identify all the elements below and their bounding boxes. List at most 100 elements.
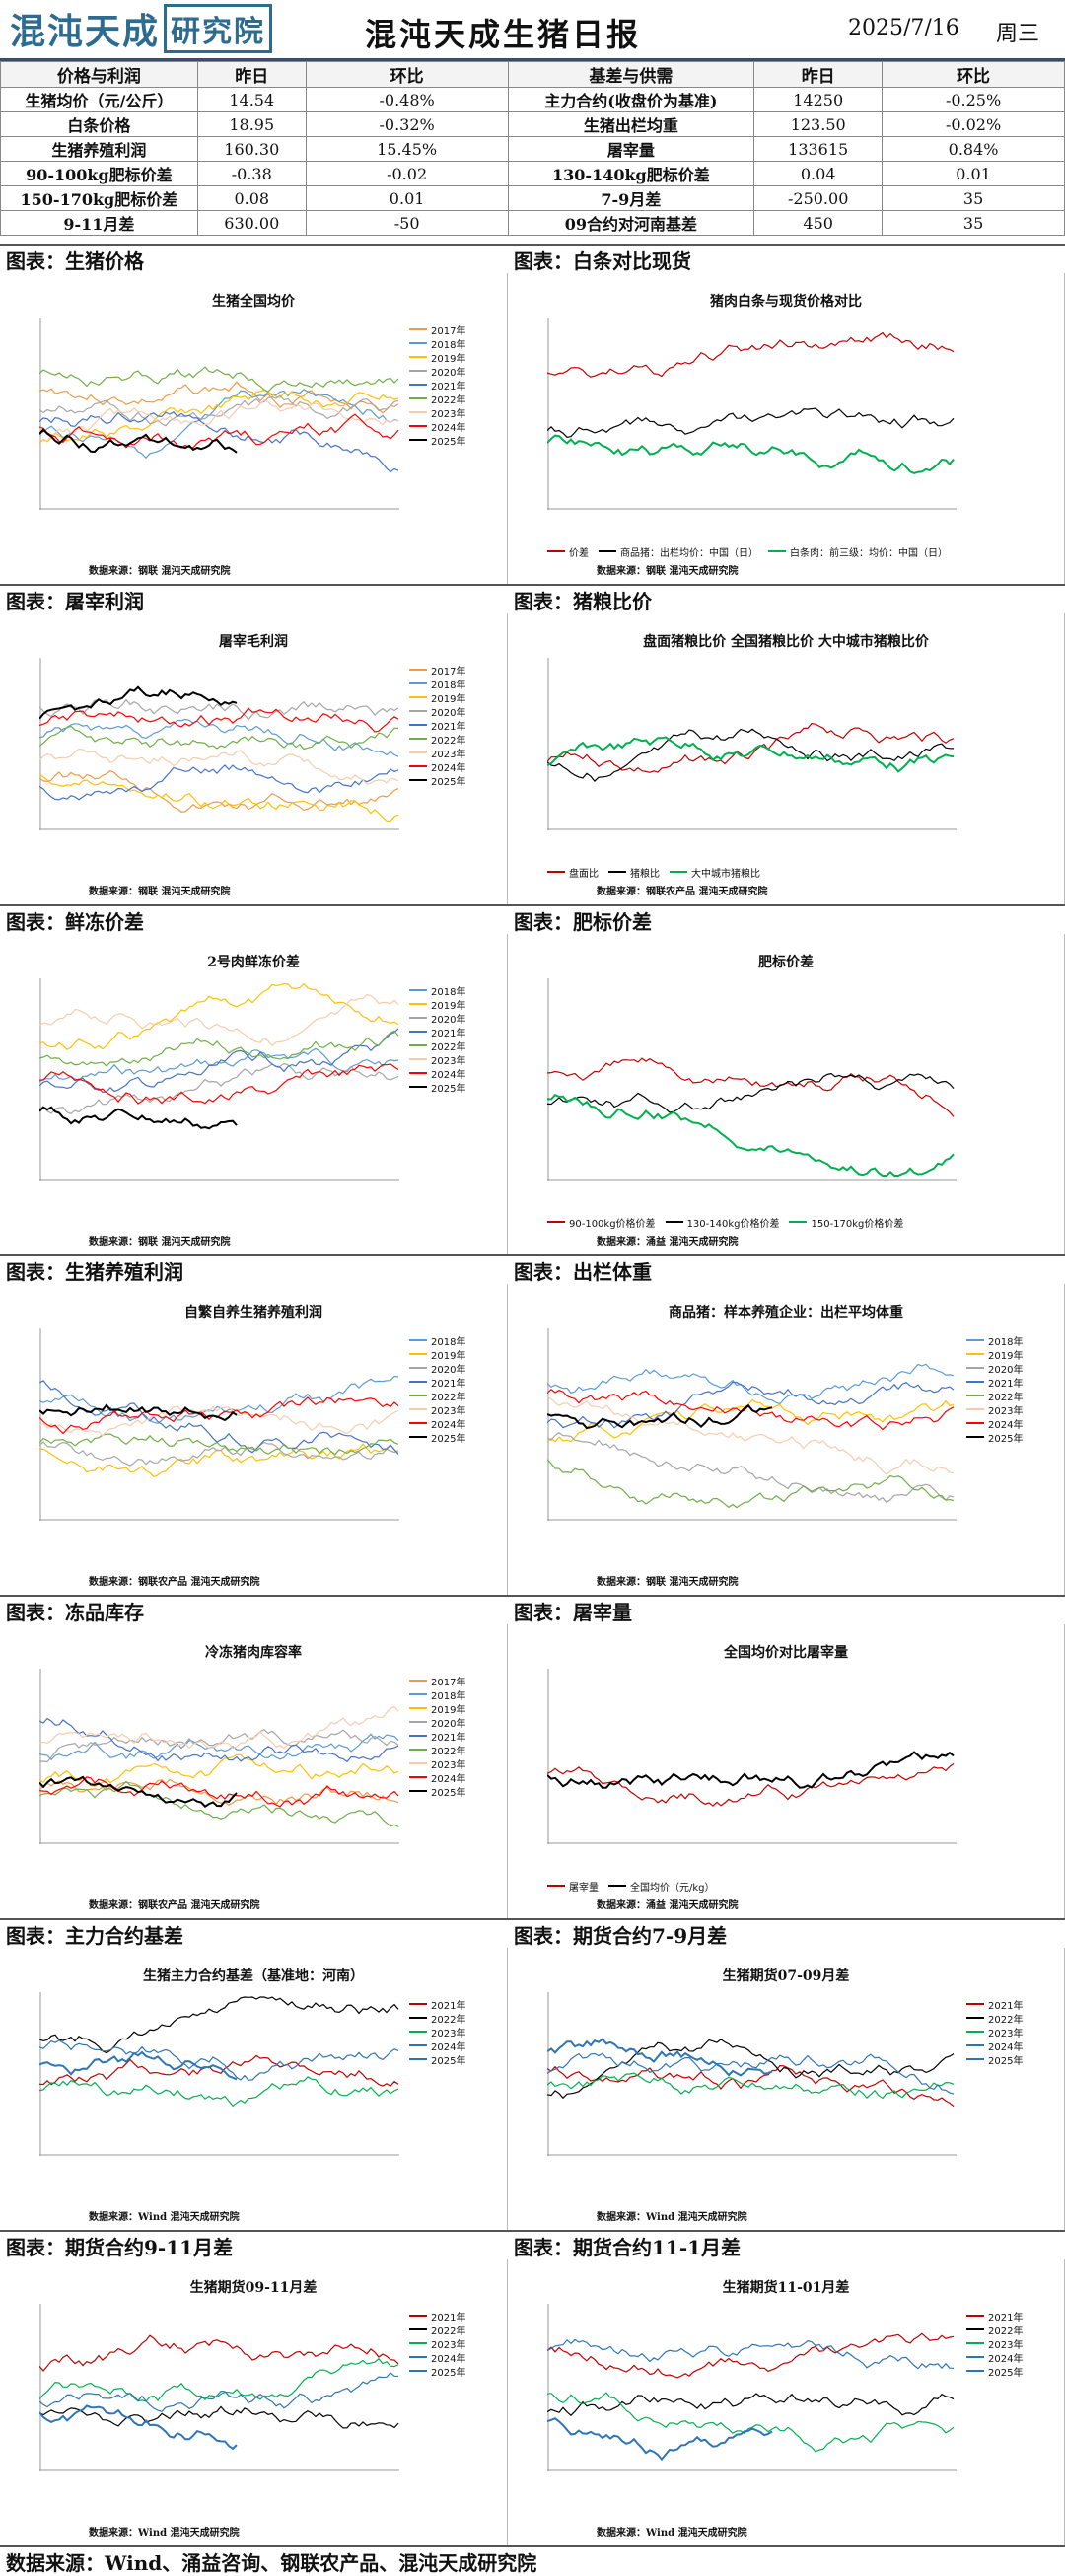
legend-label: 2023年 xyxy=(988,2028,1024,2039)
summary-row: 生猪均价（元/公斤） 14.54 -0.48% 主力合约(收盘价为基准) 14250 -0… xyxy=(0,87,1065,112)
chart-legend: 2021年 2022年 2023年 2024年 2025年 xyxy=(409,2309,465,2379)
chart-source: 数据来源：Wind 混沌天成研究院 xyxy=(597,2212,747,2223)
series-line xyxy=(547,1363,955,1405)
series-line xyxy=(547,1751,955,1789)
legend-item: 2023年 xyxy=(409,1756,466,1771)
series-line xyxy=(39,707,399,733)
legend-item: 2025年 xyxy=(966,1430,1023,1445)
chart-title: 生猪期货07-09月差 xyxy=(722,1968,850,1984)
chart-title: 自繁自养生猪养殖利润 xyxy=(184,1305,322,1321)
legend-swatch xyxy=(409,1367,427,1369)
chart-legend: 价差 商品猪：出栏均价：中国（日） 白条肉：前三级：均价：中国（日） xyxy=(547,544,948,559)
series-line xyxy=(547,1072,955,1113)
summary-row: 90-100kg肥标价差 -0.38 -0.02 130-140kg肥标价差 0.04 0… xyxy=(0,161,1065,186)
chart-title: 屠宰毛利润 xyxy=(219,634,288,650)
legend-label: 2023年 xyxy=(431,749,466,760)
legend-swatch xyxy=(409,439,427,441)
chart-source: 数据来源：Wind 混沌天成研究院 xyxy=(597,2528,747,2539)
legend-item: 2024年 xyxy=(409,419,465,434)
legend-item: 2024年 xyxy=(966,2039,1023,2053)
legend-label: 2022年 xyxy=(988,2014,1024,2026)
legend-item: 2021年 xyxy=(409,1375,465,1390)
summary-cell: 160.30 xyxy=(196,136,307,162)
legend-swatch xyxy=(409,342,427,344)
col-header: 昨日 xyxy=(753,61,884,88)
chart-panel: 生猪期货11-01月差 2021年 2022年 2023年 2024年 2025年 数据来源… xyxy=(508,2259,1065,2545)
legend-item: 2020年 xyxy=(409,364,465,379)
legend-item: 2023年 xyxy=(966,2336,1023,2351)
chart-plot xyxy=(39,658,399,830)
legend-swatch xyxy=(966,1381,984,1383)
legend-label: 2023年 xyxy=(431,1759,466,1771)
chart-panel: 肥标价差 90-100kg价格价差 130-140kg价格价差 150-170kg价格… xyxy=(508,934,1065,1254)
series-line xyxy=(39,982,399,1051)
legend-label: 价差 xyxy=(569,547,589,559)
legend-label: 大中城市猪粮比 xyxy=(691,868,760,880)
legend-item: 大中城市猪粮比 xyxy=(670,865,760,880)
legend-item: 2021年 xyxy=(409,718,466,733)
chart-legend: 2017年 2018年 2019年 2020年 2021年 2022年 2023年 2024年… xyxy=(409,1674,466,1799)
section-title: 图表：冻品库存 xyxy=(0,1595,508,1624)
chart-panel: 2号肉鲜冻价差 2018年 2019年 2020年 2021年 2022年 2023年 202… xyxy=(0,934,508,1254)
legend-label: 2021年 xyxy=(988,1378,1024,1390)
legend-swatch xyxy=(966,1422,984,1424)
company-logo: 混沌天成 研究院 xyxy=(10,4,273,53)
legend-item: 2023年 xyxy=(409,2336,465,2351)
series-line xyxy=(39,413,399,449)
col-header: 价格与利润 xyxy=(0,61,198,88)
chart-panel: 猪肉白条与现货价格对比 价差 商品猪：出栏均价：中国（日） 白条肉：前三级：均价：中国… xyxy=(508,273,1065,584)
legend-label: 2022年 xyxy=(988,1392,1024,1403)
chart-source: 数据来源：Wind 混沌天成研究院 xyxy=(89,2212,240,2223)
series-line xyxy=(547,2332,955,2379)
series-line xyxy=(547,1381,955,1429)
summary-cell: -50 xyxy=(305,210,509,236)
series-line xyxy=(39,1778,399,1806)
legend-swatch xyxy=(789,1221,808,1223)
legend-item: 2021年 xyxy=(409,1997,465,2012)
legend-swatch xyxy=(409,1735,427,1737)
legend-item: 2023年 xyxy=(409,1052,465,1067)
series-line xyxy=(39,1705,399,1750)
chart-source: 数据来源：涌益 混沌天成研究院 xyxy=(597,1900,739,1911)
chart-legend: 2017年 2018年 2019年 2020年 2021年 2022年 2023年 2024年… xyxy=(409,663,466,788)
summary-cell: 主力合约(收盘价为基准) xyxy=(507,87,755,112)
legend-swatch xyxy=(409,1790,427,1792)
legend-swatch xyxy=(409,724,427,726)
legend-label: 2022年 xyxy=(431,735,466,747)
series-line xyxy=(39,1776,399,1808)
legend-item: 2024年 xyxy=(966,2350,1023,2365)
legend-label: 2021年 xyxy=(431,381,466,393)
series-line xyxy=(39,1396,399,1435)
summary-cell: -0.32% xyxy=(305,111,509,137)
legend-swatch xyxy=(409,989,427,991)
chart-legend: 2018年 2019年 2020年 2021年 2022年 2023年 2024年 2025年 xyxy=(409,983,466,1095)
legend-swatch xyxy=(409,1339,427,1341)
legend-label: 2021年 xyxy=(988,2312,1024,2324)
chart-plot xyxy=(39,318,399,510)
legend-label: 2021年 xyxy=(988,2000,1024,2012)
legend-item: 2017年 xyxy=(409,663,465,678)
legend-label: 商品猪：出栏均价：中国（日） xyxy=(620,547,758,559)
legend-label: 2022年 xyxy=(988,2326,1024,2337)
legend-item: 2024年 xyxy=(966,1416,1023,1431)
legend-label: 2023年 xyxy=(431,1405,466,1417)
summary-cell: -0.38 xyxy=(196,161,307,186)
legend-label: 2021年 xyxy=(431,721,466,733)
chart-legend: 2018年 2019年 2020年 2021年 2022年 2023年 2024年 2025年 xyxy=(966,1333,1024,1445)
legend-swatch xyxy=(966,2370,984,2372)
series-line xyxy=(39,1733,399,1761)
chart-legend: 盘面比 猪粮比 大中城市猪粮比 xyxy=(547,865,760,880)
series-line xyxy=(547,2393,955,2417)
legend-swatch xyxy=(409,2031,427,2033)
legend-item: 2024年 xyxy=(409,1416,465,1431)
legend-swatch xyxy=(409,1031,427,1033)
chart-panel: 生猪主力合约基差（基准地：河南） 2021年 2022年 2023年 2024年 2025… xyxy=(0,1948,508,2230)
legend-item: 2019年 xyxy=(409,690,465,705)
legend-item: 2021年 xyxy=(409,1729,465,1744)
legend-label: 全国均价（元/kg） xyxy=(630,1882,715,1894)
legend-label: 2025年 xyxy=(431,1083,466,1095)
series-line xyxy=(547,1403,773,1430)
legend-label: 2022年 xyxy=(431,1746,466,1757)
legend-label: 2017年 xyxy=(431,1677,466,1688)
legend-swatch xyxy=(409,765,427,767)
